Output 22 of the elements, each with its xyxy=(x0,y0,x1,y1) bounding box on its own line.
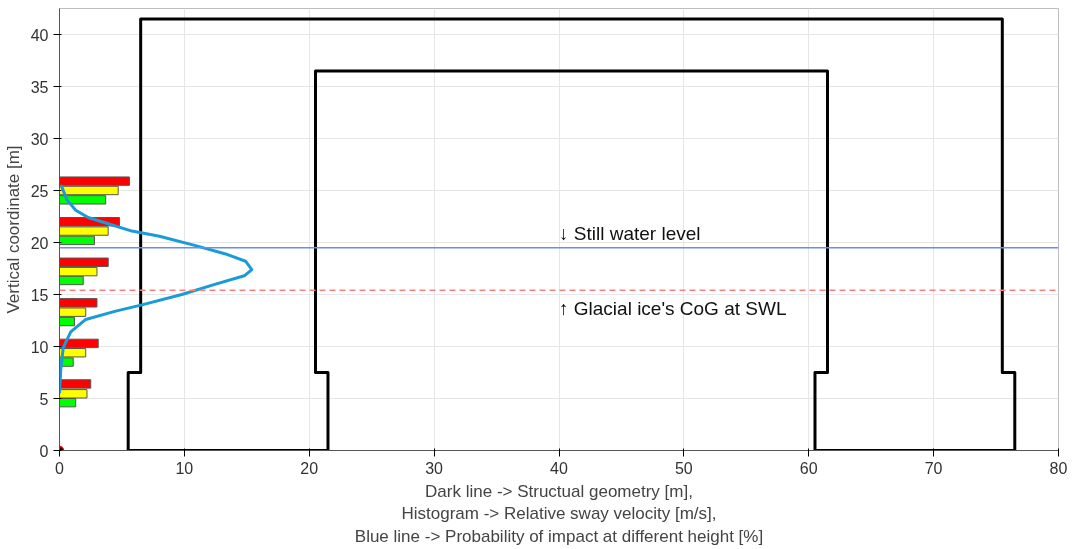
x-tick-label: 30 xyxy=(425,459,444,477)
y-tick-label: 25 xyxy=(30,182,49,200)
x-tick-label: 50 xyxy=(674,459,693,477)
y-axis-title: Vertical coordinate [m] xyxy=(3,145,23,314)
y-tick-label: 5 xyxy=(39,390,49,408)
y-tick-label: 0 xyxy=(39,442,49,460)
x-tick-label: 80 xyxy=(1049,459,1068,477)
ref-line-label: ↑ Glacial ice's CoG at SWL xyxy=(559,298,787,320)
x-tick-label: 20 xyxy=(300,459,319,477)
x-tick-label: 10 xyxy=(175,459,194,477)
y-tick-label: 15 xyxy=(30,286,49,304)
y-tick-label: 10 xyxy=(30,338,49,356)
y-tick-label: 20 xyxy=(30,234,49,252)
y-tick-label: 40 xyxy=(30,26,49,44)
x-tick-label: 40 xyxy=(550,459,568,477)
x-tick-label: 60 xyxy=(799,459,818,477)
y-tick-label: 35 xyxy=(30,78,49,96)
x-tick-label: 0 xyxy=(55,459,65,477)
x-axis-title: Dark line -> Structual geometry [m], Histogram -> Relative sway velocity [m/s], Blue line -> Probability of impact at different height [%] xyxy=(354,481,764,547)
ref-line-label: ↓ Still water level xyxy=(559,222,701,244)
x-tick-label: 70 xyxy=(924,459,943,477)
y-tick-label: 30 xyxy=(30,130,49,148)
